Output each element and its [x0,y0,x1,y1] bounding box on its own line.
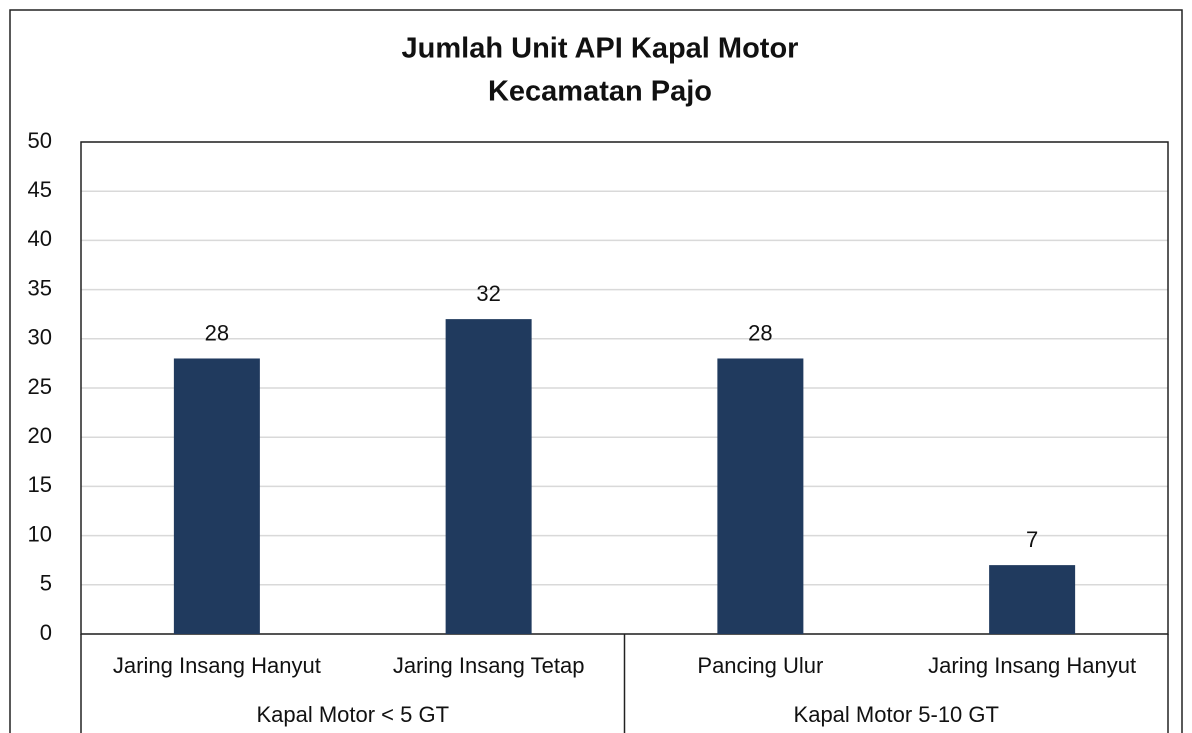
bar [717,358,804,634]
y-tick-label: 50 [28,128,52,153]
group-label: Kapal Motor < 5 GT [256,702,449,727]
data-label: 28 [748,320,772,345]
bar [173,358,260,634]
y-tick-label: 10 [28,521,52,546]
y-tick-label: 20 [28,423,52,448]
x-tick-label: Jaring Insang Hanyut [113,653,321,678]
x-tick-label: Jaring Insang Hanyut [928,653,1136,678]
y-tick-label: 5 [40,571,52,596]
y-tick-label: 15 [28,472,52,497]
bar [445,319,532,634]
y-tick-label: 0 [40,620,52,645]
data-label: 32 [476,281,500,306]
chart-title: Kecamatan Pajo [488,76,712,108]
x-tick-label: Pancing Ulur [697,653,823,678]
bar [989,565,1076,634]
x-tick-label: Jaring Insang Tetap [393,653,585,678]
chart-title: Jumlah Unit API Kapal Motor [402,33,799,65]
group-label: Kapal Motor 5-10 GT [794,702,999,727]
data-label: 28 [205,320,229,345]
y-tick-label: 45 [28,177,52,202]
y-tick-label: 40 [28,226,52,251]
y-tick-label: 25 [28,374,52,399]
y-tick-label: 35 [28,275,52,300]
y-tick-label: 30 [28,325,52,350]
data-label: 7 [1026,527,1038,552]
chart-frame [9,9,1183,733]
